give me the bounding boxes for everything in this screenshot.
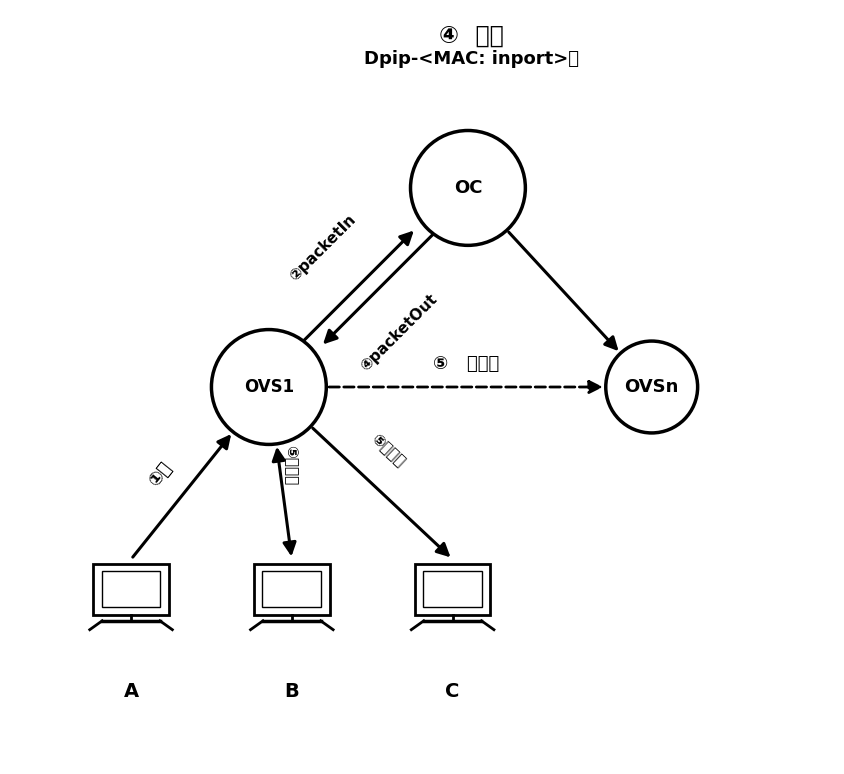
Text: ⑤泛洪帧: ⑤泛洪帧 [368, 431, 408, 469]
FancyBboxPatch shape [423, 571, 482, 607]
Text: C: C [446, 682, 460, 700]
Circle shape [212, 330, 327, 444]
FancyBboxPatch shape [101, 571, 160, 607]
Text: OVSn: OVSn [625, 378, 679, 396]
Text: ④  更新: ④ 更新 [440, 23, 504, 47]
Text: OVS1: OVS1 [244, 378, 294, 396]
Text: ①帧: ①帧 [145, 458, 176, 490]
Circle shape [410, 131, 525, 245]
Circle shape [606, 341, 698, 433]
FancyBboxPatch shape [94, 563, 169, 615]
Text: B: B [284, 682, 300, 700]
Text: ④packetOut: ④packetOut [358, 291, 441, 374]
Text: ⑤泛洪帧: ⑤泛洪帧 [283, 445, 298, 485]
FancyBboxPatch shape [262, 571, 322, 607]
Text: Dpip-<MAC: inport>表: Dpip-<MAC: inport>表 [365, 50, 579, 68]
FancyBboxPatch shape [415, 563, 490, 615]
Text: ⑤   泛洪帧: ⑤ 泛洪帧 [433, 355, 499, 373]
Text: OC: OC [454, 179, 482, 197]
Text: ②packetIn: ②packetIn [286, 211, 359, 283]
Text: A: A [123, 682, 138, 700]
FancyBboxPatch shape [254, 563, 330, 615]
